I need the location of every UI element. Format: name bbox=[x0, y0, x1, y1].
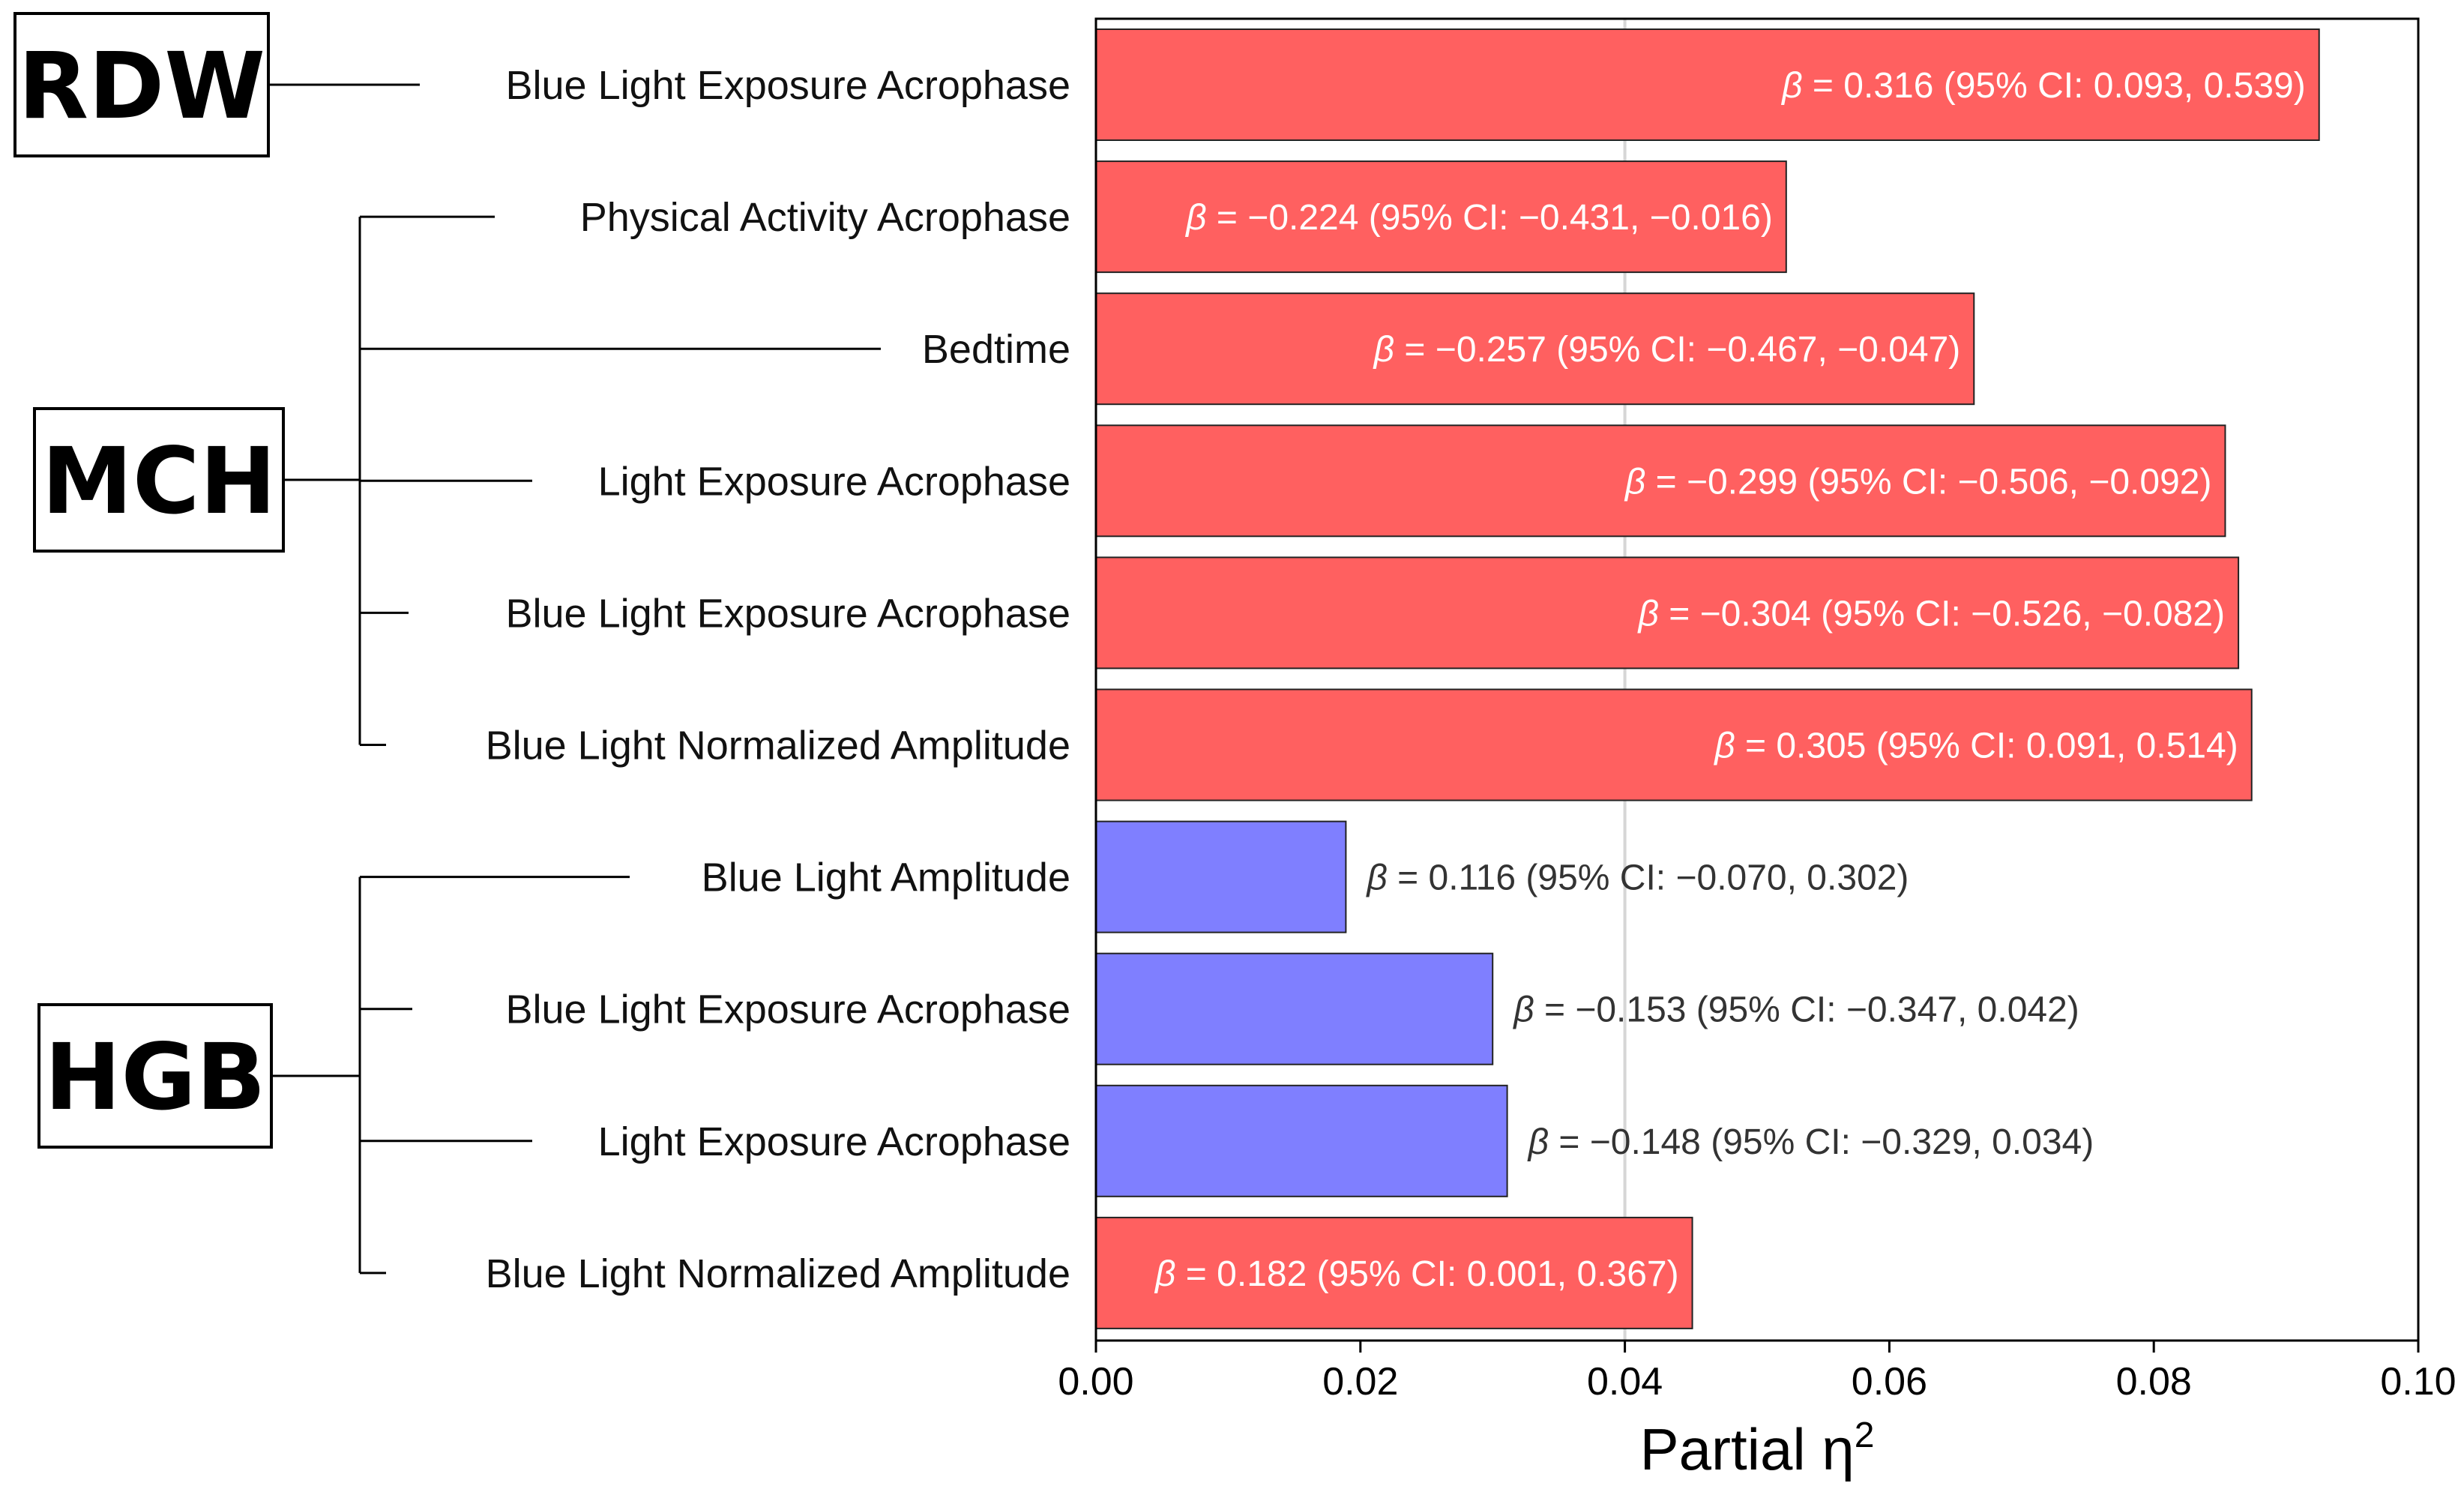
bar-9 bbox=[1095, 1084, 1508, 1197]
group-labels-layer: RDW MCH HGB bbox=[13, 12, 285, 1149]
row-label-7: Blue Light Amplitude bbox=[702, 855, 1070, 900]
group-box-hgb bbox=[37, 1003, 273, 1149]
bar-annotation-9: β = −0.148 (95% CI: −0.329, 0.034) bbox=[1527, 1122, 2094, 1162]
bar-annotation-4: β = −0.299 (95% CI: −0.506, −0.092) bbox=[1624, 462, 2212, 502]
bar-annotation-value: = −0.153 (95% CI: −0.347, 0.042) bbox=[1534, 990, 2079, 1030]
row-label-1: Blue Light Exposure Acrophase bbox=[506, 63, 1071, 108]
bar-annotation-3: β = −0.257 (95% CI: −0.467, −0.047) bbox=[1373, 330, 1961, 370]
row-labels-layer: Blue Light Exposure Acrophase Physical Ac… bbox=[486, 63, 1070, 1296]
beta-symbol: β bbox=[1154, 1254, 1175, 1294]
bar-annotation-value: = 0.316 (95% CI: 0.093, 0.539) bbox=[1803, 66, 2306, 106]
bar-annotation-value: = −0.257 (95% CI: −0.467, −0.047) bbox=[1394, 330, 1960, 370]
group-box-mch bbox=[33, 407, 285, 553]
bar-3 bbox=[1095, 292, 1975, 406]
beta-symbol: β bbox=[1512, 990, 1534, 1030]
beta-symbol: β bbox=[1624, 462, 1645, 502]
bar-10 bbox=[1095, 1216, 1693, 1329]
bar-annotation-value: = −0.299 (95% CI: −0.506, −0.092) bbox=[1645, 462, 2211, 502]
bar-5 bbox=[1095, 556, 2240, 670]
row-label-4: Light Exposure Acrophase bbox=[598, 459, 1070, 504]
bar-annotation-value: = −0.304 (95% CI: −0.526, −0.082) bbox=[1659, 594, 2225, 634]
bar-7 bbox=[1095, 820, 1347, 933]
row-label-9: Light Exposure Acrophase bbox=[598, 1119, 1070, 1164]
bars-layer: β = 0.316 (95% CI: 0.093, 0.539)β = −0.2… bbox=[1095, 28, 2320, 1329]
row-label-3: Bedtime bbox=[922, 327, 1070, 372]
x-tick-label: 0.00 bbox=[1058, 1360, 1133, 1404]
row-label-6: Blue Light Normalized Amplitude bbox=[486, 724, 1070, 768]
beta-symbol: β bbox=[1365, 858, 1387, 898]
bar-annotation-10: β = 0.182 (95% CI: 0.001, 0.367) bbox=[1154, 1254, 1679, 1294]
beta-symbol: β bbox=[1636, 594, 1658, 634]
row-label-8: Blue Light Exposure Acrophase bbox=[506, 987, 1071, 1032]
x-tick-label: 0.10 bbox=[2380, 1360, 2456, 1404]
beta-symbol: β bbox=[1713, 727, 1735, 766]
bar-annotation-7: β = 0.116 (95% CI: −0.070, 0.302) bbox=[1365, 858, 1909, 898]
bar-annotation-value: = −0.148 (95% CI: −0.329, 0.034) bbox=[1549, 1122, 2094, 1162]
x-tick-label: 0.06 bbox=[1852, 1360, 1927, 1404]
bar-1 bbox=[1095, 28, 2320, 141]
bar-annotation-value: = −0.224 (95% CI: −0.431, −0.016) bbox=[1207, 198, 1773, 238]
row-label-2: Physical Activity Acrophase bbox=[580, 195, 1070, 240]
x-tick-label: 0.04 bbox=[1587, 1360, 1663, 1404]
group-box-rdw bbox=[13, 12, 270, 157]
bar-8 bbox=[1095, 952, 1494, 1065]
x-axis: 0.00 0.02 0.04 0.06 0.08 0.10 bbox=[1058, 1341, 2457, 1404]
bar-annotation-5: β = −0.304 (95% CI: −0.526, −0.082) bbox=[1636, 594, 2225, 634]
bar-6 bbox=[1095, 688, 2253, 801]
row-label-10: Blue Light Normalized Amplitude bbox=[486, 1251, 1070, 1296]
x-axis-title: Partial η2 bbox=[1640, 1416, 1875, 1482]
beta-symbol: β bbox=[1373, 330, 1394, 370]
row-label-5: Blue Light Exposure Acrophase bbox=[506, 591, 1071, 636]
bar-annotation-8: β = −0.153 (95% CI: −0.347, 0.042) bbox=[1512, 990, 2079, 1030]
bar-annotation-1: β = 0.316 (95% CI: 0.093, 0.539) bbox=[1780, 66, 2306, 106]
beta-symbol: β bbox=[1780, 66, 1802, 106]
group-label-mch: MCH bbox=[41, 428, 276, 535]
group-tree-layer bbox=[268, 83, 881, 1275]
bar-annotation-value: = 0.182 (95% CI: 0.001, 0.367) bbox=[1175, 1254, 1678, 1294]
x-tick-label: 0.08 bbox=[2116, 1360, 2192, 1404]
bar-annotation-6: β = 0.305 (95% CI: 0.091, 0.514) bbox=[1713, 727, 2238, 766]
bar-annotation-value: = 0.305 (95% CI: 0.091, 0.514) bbox=[1735, 727, 2238, 766]
plot-frame bbox=[1094, 17, 2420, 1342]
bar-annotation-value: = 0.116 (95% CI: −0.070, 0.302) bbox=[1388, 858, 1909, 898]
beta-symbol: β bbox=[1527, 1122, 1549, 1162]
bar-annotation-2: β = −0.224 (95% CI: −0.431, −0.016) bbox=[1184, 198, 1773, 238]
beta-symbol: β bbox=[1184, 198, 1206, 238]
bar-4 bbox=[1095, 424, 2226, 538]
group-label-hgb: HGB bbox=[44, 1024, 265, 1131]
group-label-rdw: RDW bbox=[18, 33, 265, 139]
x-tick-label: 0.02 bbox=[1322, 1360, 1398, 1404]
